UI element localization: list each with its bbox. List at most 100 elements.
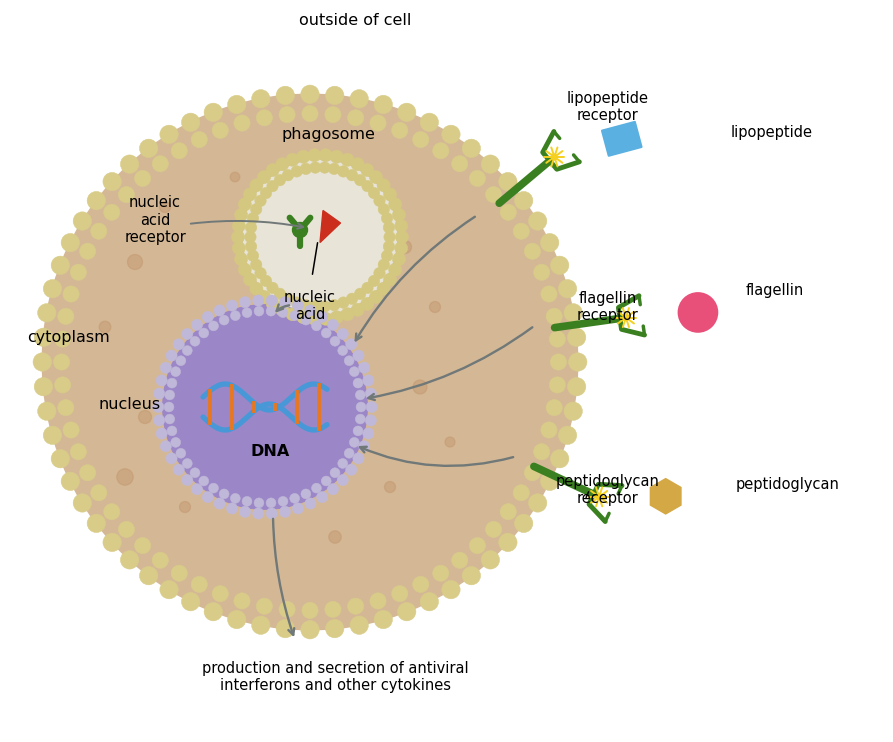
Circle shape [328, 319, 338, 330]
Text: lipopeptide
receptor: lipopeptide receptor [567, 91, 649, 123]
Circle shape [231, 231, 245, 243]
Circle shape [58, 399, 74, 416]
Circle shape [79, 243, 96, 260]
Circle shape [43, 280, 62, 298]
Circle shape [34, 378, 53, 396]
Circle shape [182, 346, 192, 355]
Circle shape [361, 298, 374, 310]
Circle shape [165, 390, 175, 400]
Circle shape [42, 94, 578, 630]
Circle shape [338, 297, 349, 309]
Circle shape [254, 498, 264, 508]
Text: lipopeptide: lipopeptide [731, 125, 813, 139]
Circle shape [266, 508, 278, 519]
Circle shape [498, 533, 517, 551]
Circle shape [550, 354, 566, 370]
Circle shape [171, 142, 188, 159]
Circle shape [486, 186, 502, 203]
Circle shape [253, 508, 264, 519]
Circle shape [359, 362, 370, 373]
Circle shape [250, 259, 262, 270]
Circle shape [567, 378, 586, 396]
Circle shape [413, 380, 427, 394]
Circle shape [292, 300, 304, 311]
Circle shape [329, 300, 340, 311]
Circle shape [442, 125, 460, 143]
Circle shape [91, 223, 107, 240]
Circle shape [353, 350, 364, 361]
Circle shape [88, 191, 105, 210]
Circle shape [302, 603, 318, 619]
Circle shape [227, 503, 238, 514]
Circle shape [234, 115, 250, 131]
Circle shape [325, 601, 341, 617]
Circle shape [385, 482, 396, 493]
Circle shape [128, 255, 143, 269]
Circle shape [167, 426, 177, 436]
Circle shape [463, 139, 480, 157]
Circle shape [481, 551, 499, 569]
Circle shape [103, 172, 121, 191]
Circle shape [213, 122, 229, 139]
Circle shape [301, 620, 319, 639]
Circle shape [300, 163, 312, 174]
Circle shape [246, 240, 257, 252]
Circle shape [121, 551, 138, 569]
Circle shape [245, 232, 256, 243]
Circle shape [61, 472, 79, 490]
Text: cytoplasm: cytoplasm [27, 329, 109, 344]
Text: production and secretion of antiviral
interferons and other cytokines: production and secretion of antiviral in… [202, 661, 468, 693]
Circle shape [302, 105, 318, 122]
Circle shape [346, 338, 357, 350]
Circle shape [388, 198, 402, 211]
Circle shape [308, 148, 321, 162]
Circle shape [383, 188, 396, 201]
Circle shape [278, 308, 288, 318]
Circle shape [362, 180, 373, 192]
Circle shape [61, 234, 79, 252]
Circle shape [247, 250, 259, 261]
Circle shape [182, 459, 192, 468]
Circle shape [366, 401, 377, 413]
Circle shape [383, 273, 396, 286]
Circle shape [256, 110, 272, 126]
Circle shape [204, 103, 222, 122]
Circle shape [558, 426, 577, 444]
Circle shape [486, 522, 502, 537]
Circle shape [513, 223, 530, 240]
Circle shape [392, 252, 405, 266]
Circle shape [397, 603, 416, 621]
Circle shape [239, 297, 251, 308]
Circle shape [300, 300, 312, 311]
Circle shape [383, 240, 395, 252]
Circle shape [374, 95, 393, 114]
Circle shape [328, 484, 338, 495]
Circle shape [257, 171, 271, 183]
Circle shape [253, 295, 264, 306]
Circle shape [71, 444, 87, 460]
Circle shape [181, 593, 200, 611]
Circle shape [378, 259, 389, 270]
Circle shape [214, 498, 225, 509]
Circle shape [547, 399, 563, 416]
Circle shape [420, 593, 438, 611]
Circle shape [330, 311, 343, 324]
Circle shape [481, 155, 499, 174]
Circle shape [235, 252, 247, 266]
Circle shape [338, 459, 347, 468]
Circle shape [349, 367, 359, 377]
Circle shape [355, 288, 366, 300]
Circle shape [214, 305, 225, 316]
Circle shape [250, 203, 262, 215]
Circle shape [292, 503, 304, 514]
Circle shape [267, 180, 279, 192]
Text: nucleic
acid: nucleic acid [284, 290, 336, 323]
Circle shape [160, 125, 179, 143]
Circle shape [452, 156, 468, 172]
Circle shape [235, 209, 247, 221]
Circle shape [118, 186, 135, 203]
Text: DNA: DNA [250, 444, 289, 459]
Circle shape [167, 378, 177, 388]
Circle shape [351, 303, 364, 316]
Circle shape [350, 616, 369, 634]
